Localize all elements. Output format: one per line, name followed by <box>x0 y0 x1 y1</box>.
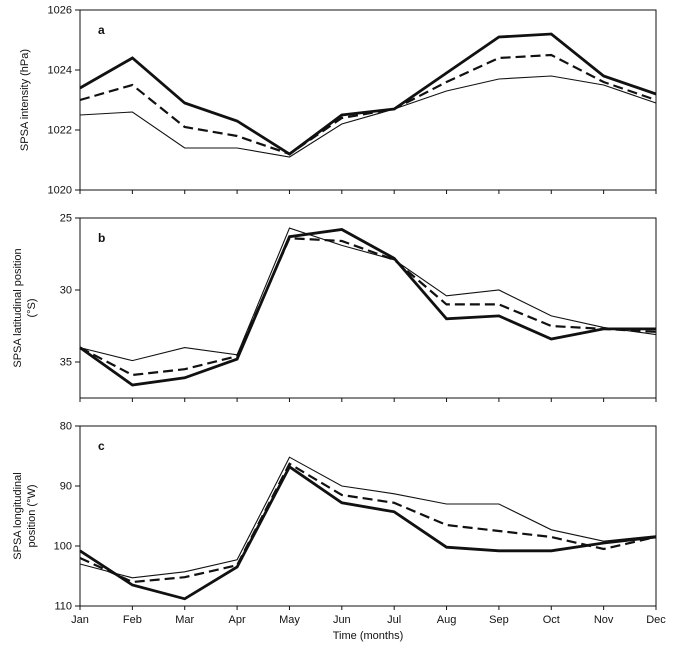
x-tick-label-jul: Jul <box>387 614 401 626</box>
y-axis-label-panel-b: SPSA latitudinal position (°S) <box>12 248 38 368</box>
series-dashed-panel-b <box>79 237 657 377</box>
y-axis-label-panel-c: SPSA longitudinal position (°W) <box>12 472 38 560</box>
x-tick-label-dec: Dec <box>646 614 666 626</box>
panel-letter-a: a <box>98 23 105 37</box>
series-thin-solid-panel-b <box>79 227 657 362</box>
panel-c-frame <box>79 425 657 607</box>
y-tick-label-panel-b: 30 <box>60 285 72 297</box>
x-tick-label-nov: Nov <box>594 614 614 626</box>
x-tick-label-jun: Jun <box>333 614 351 626</box>
series-thin-solid-panel-c <box>79 456 657 579</box>
panel-b-frame <box>79 217 657 399</box>
x-tick-label-jan: Jan <box>71 614 89 626</box>
y-tick-label-panel-b: 35 <box>60 357 72 369</box>
panel-letter-c: c <box>98 439 105 453</box>
y-tick-label-panel-a: 1022 <box>48 125 72 137</box>
series-thick-solid-panel-b <box>79 228 656 387</box>
x-tick-label-aug: Aug <box>437 614 457 626</box>
panel-a-frame <box>79 9 657 191</box>
series-dashed-panel-a <box>79 53 657 156</box>
y-tick-label-panel-c: 80 <box>60 421 72 433</box>
x-axis-label: Time (months) <box>332 630 404 642</box>
y-axis-label-panel-a: SPSA intensity (hPa) <box>19 48 32 152</box>
x-tick-label-oct: Oct <box>543 614 560 626</box>
series-thin-solid-panel-a <box>79 75 657 158</box>
x-tick-label-mar: Mar <box>175 614 194 626</box>
y-tick-label-panel-b: 25 <box>60 213 72 225</box>
x-tick-label-feb: Feb <box>123 614 142 626</box>
y-tick-label-panel-c: 90 <box>60 481 72 493</box>
y-tick-label-panel-c: 110 <box>54 601 72 613</box>
y-tick-label-panel-a: 1026 <box>48 5 72 17</box>
series-dashed-panel-c <box>79 462 657 584</box>
y-tick-label-panel-a: 1024 <box>48 65 72 77</box>
panel-letter-b: b <box>98 231 105 245</box>
x-tick-label-sep: Sep <box>489 614 509 626</box>
y-tick-label-panel-a: 1020 <box>48 185 72 197</box>
series-thick-solid-panel-c <box>79 464 657 601</box>
y-tick-label-panel-c: 100 <box>54 541 72 553</box>
x-tick-label-may: May <box>279 614 300 626</box>
x-tick-label-apr: Apr <box>229 614 246 626</box>
series-thick-solid-panel-a <box>79 32 657 156</box>
